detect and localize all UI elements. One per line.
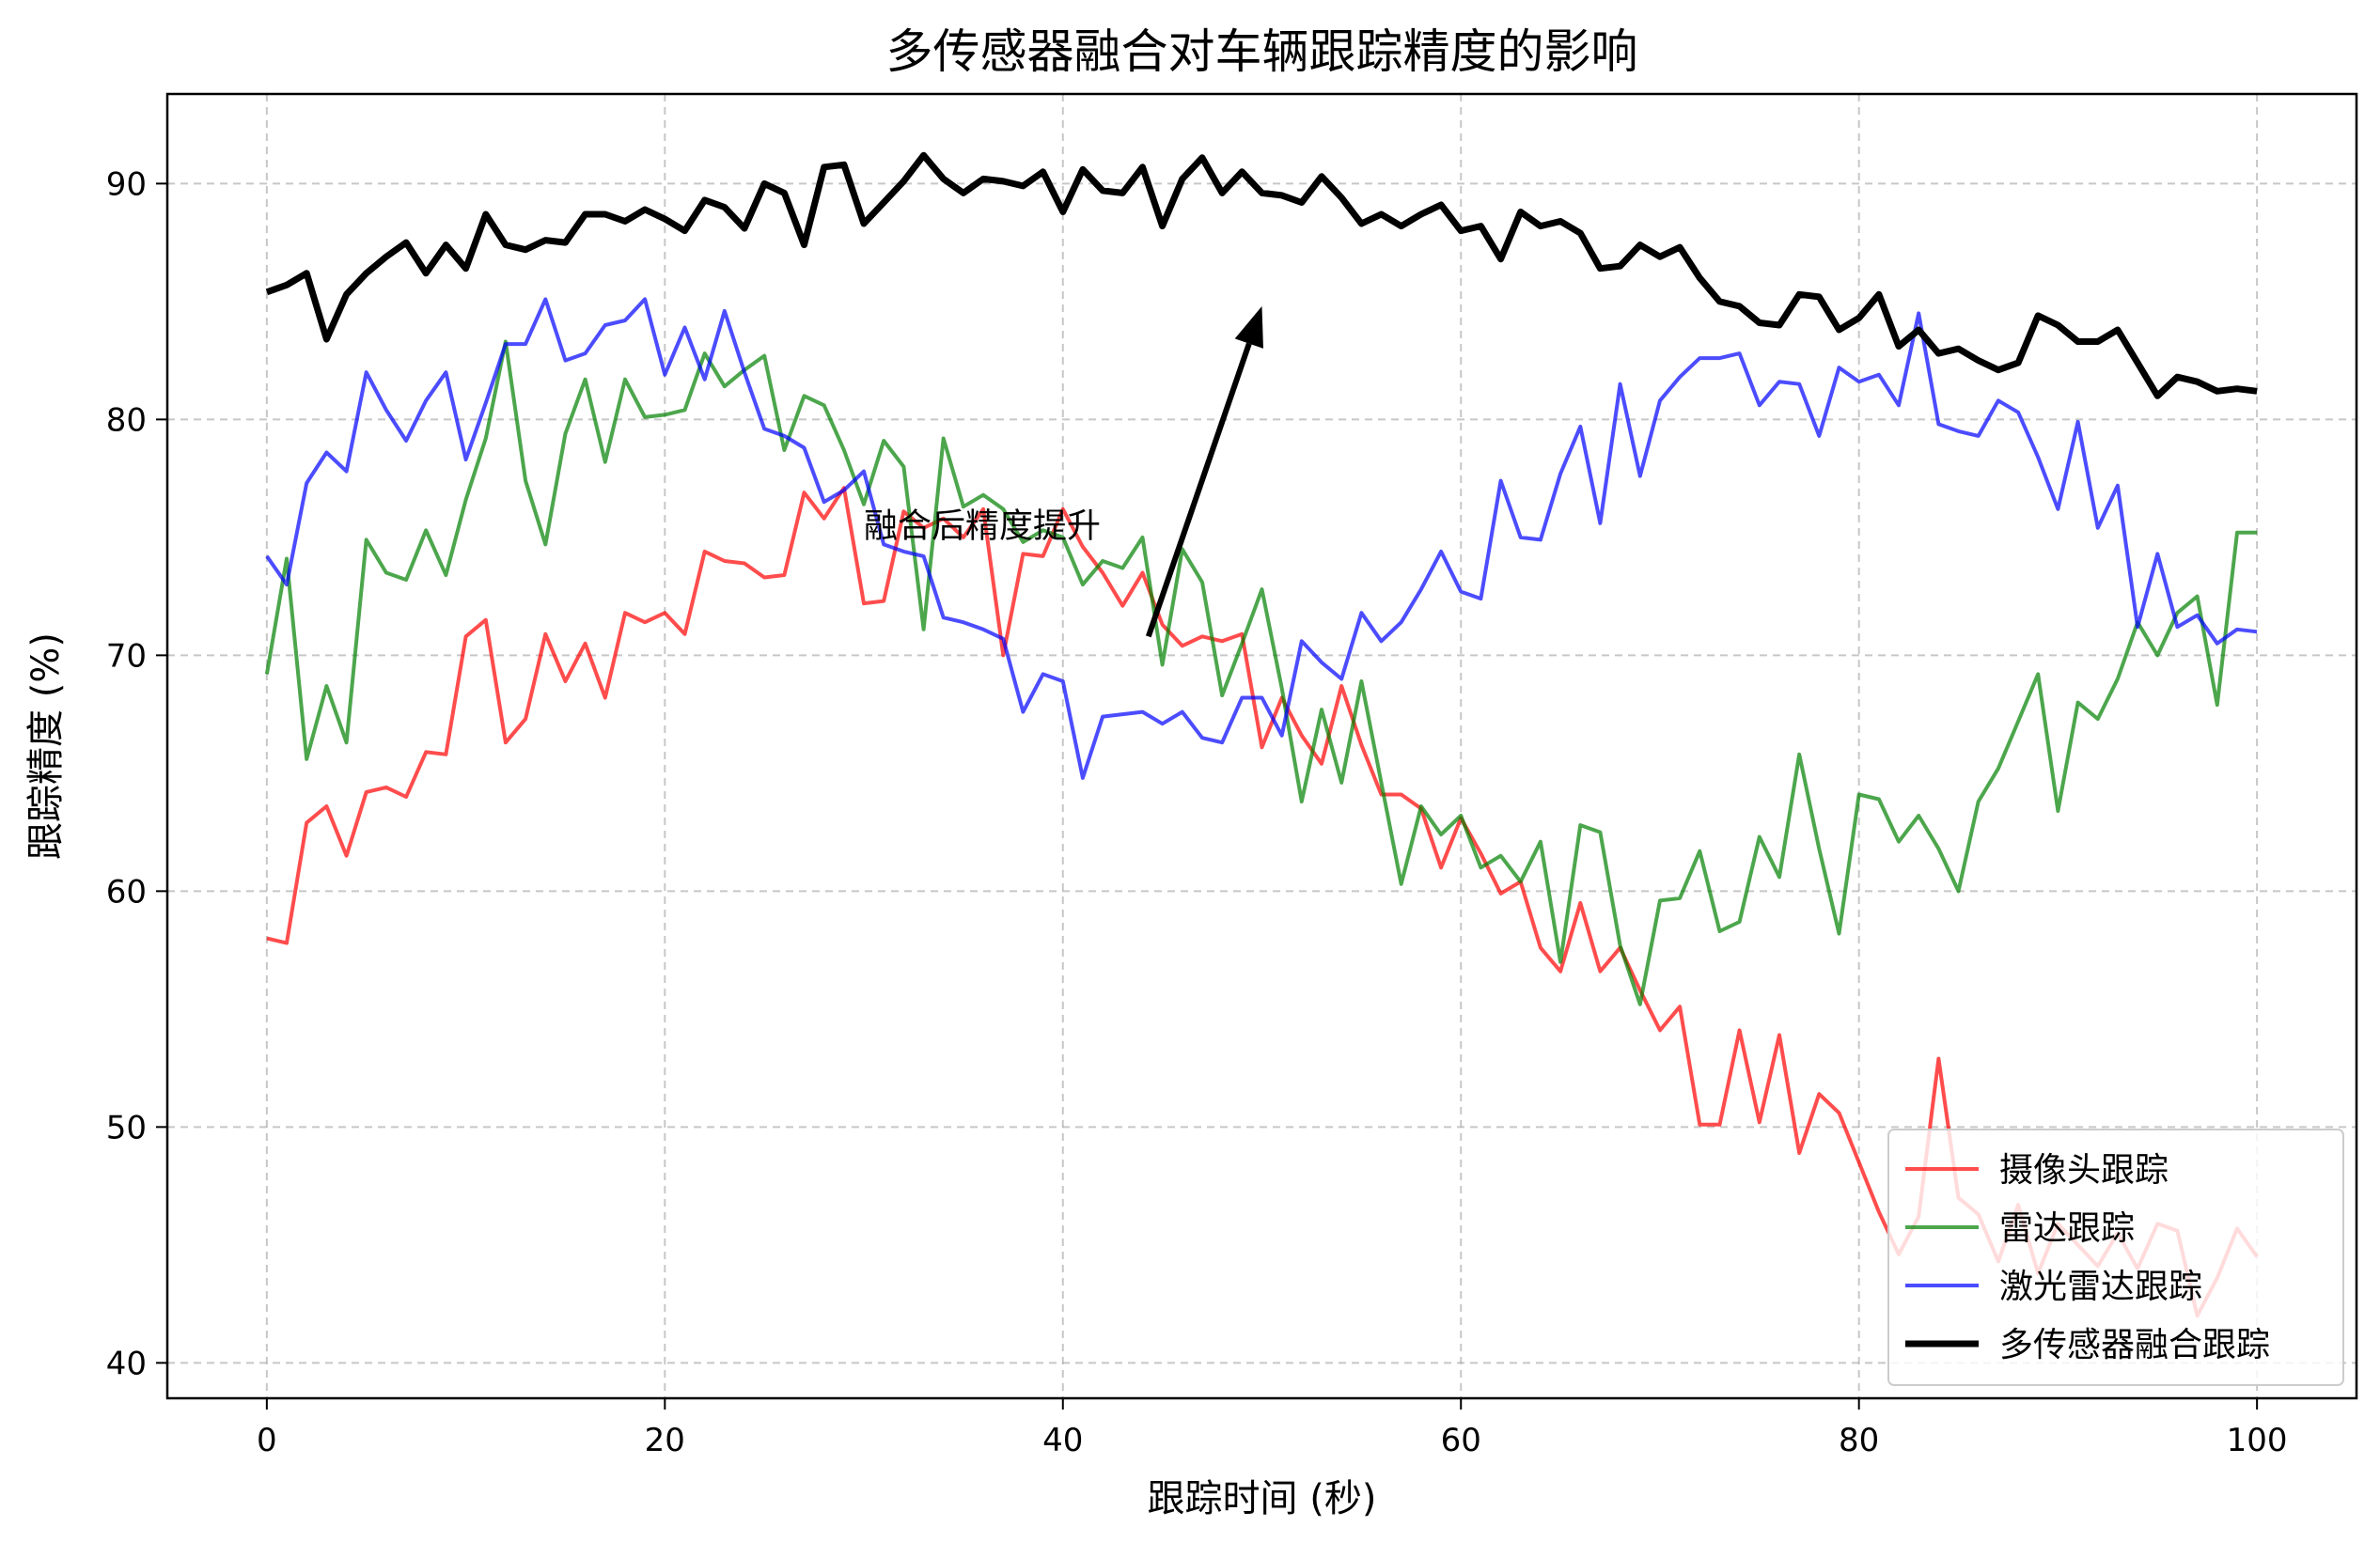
- annotation-arrow-head: [1234, 305, 1263, 349]
- y-tick-label: 60: [106, 873, 147, 911]
- x-tick-label: 60: [1441, 1422, 1481, 1459]
- legend-label-1: 摄像头跟踪: [1999, 1151, 2169, 1190]
- y-axis-label: 跟踪精度 (%): [24, 632, 68, 860]
- annotation-text: 融合后精度提升: [864, 506, 1101, 545]
- x-tick-label: 0: [257, 1422, 277, 1459]
- chart-title: 多传感器融合对车辆跟踪精度的影响: [886, 24, 1638, 79]
- legend-label-3: 激光雷达跟踪: [1999, 1268, 2202, 1306]
- annotation: 融合后精度提升: [864, 305, 1263, 638]
- grid: [167, 94, 2357, 1398]
- plot-frame: [165, 92, 2358, 1400]
- series-line-2: [264, 339, 2258, 1006]
- legend-label-2: 雷达跟踪: [1999, 1209, 2135, 1248]
- y-tick-label: 70: [106, 637, 147, 675]
- x-tick-label: 20: [645, 1422, 685, 1459]
- annotation-arrow-shaft: [1145, 342, 1252, 638]
- x-tick-label: 100: [2227, 1422, 2288, 1459]
- legend-box: [1887, 1129, 2344, 1386]
- legend-label-4: 多传感器融合跟踪: [1999, 1326, 2270, 1364]
- y-tick-label: 80: [106, 401, 147, 439]
- y-tick-label: 40: [106, 1345, 147, 1382]
- y-tick-label: 50: [106, 1109, 147, 1146]
- y-tick-label: 90: [106, 165, 147, 203]
- x-tick-label: 80: [1839, 1422, 1879, 1459]
- axis-ticks: 0 20 40 60 80 100 40 50 60 70 80 90: [106, 165, 2288, 1459]
- x-tick-label: 40: [1042, 1422, 1083, 1459]
- x-axis-label: 跟踪时间 (秒): [1148, 1477, 1377, 1520]
- series-line-3: [265, 297, 2258, 780]
- series-line-4: [265, 151, 2258, 399]
